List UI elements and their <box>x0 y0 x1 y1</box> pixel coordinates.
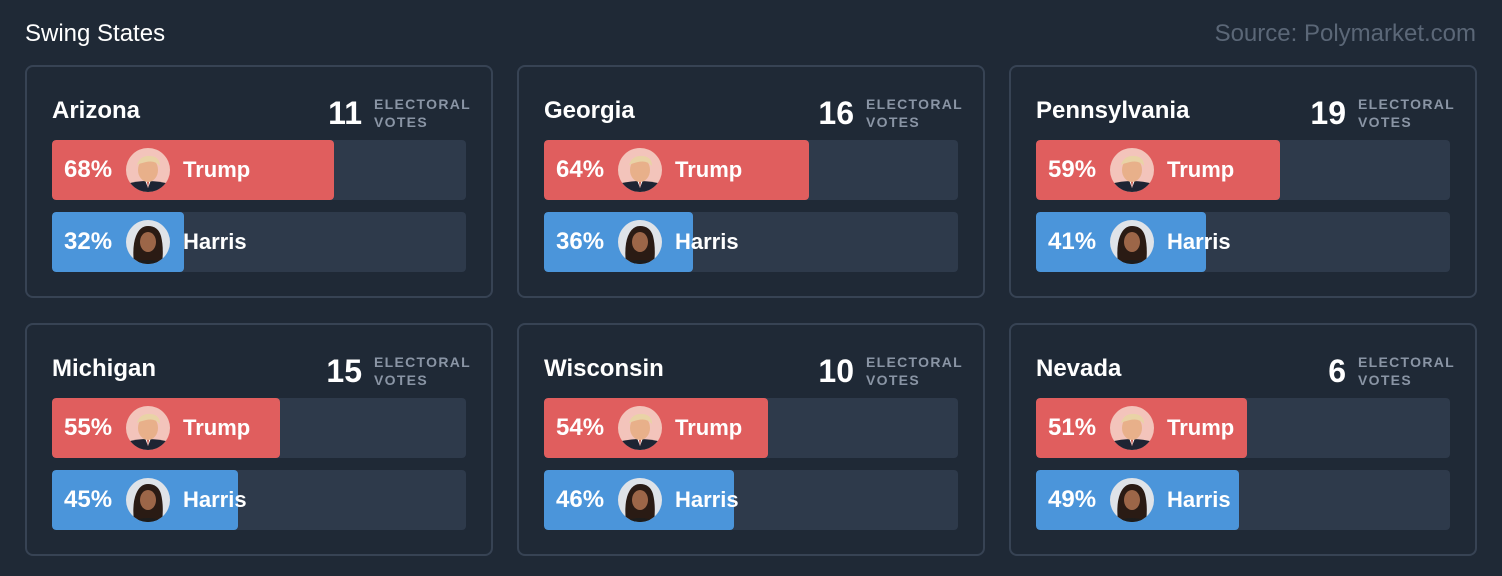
trump-percent: 68% <box>64 156 113 183</box>
card-header: Pennsylvania 19 ELECTORAL VOTES <box>1036 93 1455 133</box>
harris-percent: 32% <box>64 228 113 255</box>
electoral-votes-label: ELECTORAL VOTES <box>374 354 471 388</box>
harris-bar: 46% Harris <box>544 470 958 530</box>
swing-states-grid: Arizona 11 ELECTORAL VOTES 68% Trump 32% <box>25 65 1477 556</box>
card-header: Michigan 15 ELECTORAL VOTES <box>52 351 471 391</box>
trump-avatar <box>618 406 662 450</box>
electoral-votes-label: ELECTORAL VOTES <box>374 96 471 130</box>
harris-bar: 41% Harris <box>1036 212 1450 272</box>
state-card-michigan[interactable]: Michigan 15 ELECTORAL VOTES 55% Trump 45… <box>25 323 493 556</box>
harris-bar: 32% Harris <box>52 212 466 272</box>
trump-bar-fill <box>52 140 334 200</box>
state-name: Pennsylvania <box>1036 97 1190 124</box>
trump-name: Trump <box>675 157 743 182</box>
trump-avatar <box>1110 406 1154 450</box>
harris-percent: 41% <box>1048 228 1097 255</box>
electoral-votes: 11 ELECTORAL VOTES <box>328 93 471 133</box>
trump-bar: 59% Trump <box>1036 140 1450 200</box>
electoral-votes-label: ELECTORAL VOTES <box>866 354 963 388</box>
harris-name: Harris <box>1167 487 1231 512</box>
harris-avatar <box>1110 478 1154 522</box>
electoral-votes: 6 ELECTORAL VOTES <box>1328 351 1455 391</box>
state-name: Michigan <box>52 355 157 382</box>
electoral-votes-label: ELECTORAL VOTES <box>1358 96 1455 130</box>
trump-avatar <box>618 148 662 192</box>
state-card-wisconsin[interactable]: Wisconsin 10 ELECTORAL VOTES 54% Trump 4… <box>517 323 985 556</box>
state-name: Wisconsin <box>544 355 664 382</box>
harris-bar: 45% Harris <box>52 470 466 530</box>
harris-percent: 45% <box>64 486 113 513</box>
trump-percent: 51% <box>1048 414 1097 441</box>
electoral-votes-count: 19 <box>1310 95 1346 131</box>
trump-bar: 51% Trump <box>1036 398 1450 458</box>
trump-avatar <box>126 148 170 192</box>
electoral-votes-label: ELECTORAL VOTES <box>1358 354 1455 388</box>
harris-avatar <box>126 478 170 522</box>
page-title: Swing States <box>25 20 166 47</box>
card-header: Georgia 16 ELECTORAL VOTES <box>544 93 963 133</box>
state-name: Arizona <box>52 97 141 124</box>
state-card-nevada[interactable]: Nevada 6 ELECTORAL VOTES 51% Trump 49% <box>1009 323 1477 556</box>
harris-name: Harris <box>183 487 247 512</box>
card-header: Wisconsin 10 ELECTORAL VOTES <box>544 351 963 391</box>
electoral-votes-count: 15 <box>326 353 362 389</box>
state-name: Nevada <box>1036 355 1122 382</box>
trump-bar: 64% Trump <box>544 140 958 200</box>
trump-percent: 59% <box>1048 156 1097 183</box>
electoral-votes: 15 ELECTORAL VOTES <box>326 351 471 391</box>
trump-bar: 55% Trump <box>52 398 466 458</box>
electoral-votes: 19 ELECTORAL VOTES <box>1310 93 1455 133</box>
header: Swing States Source: Polymarket.com <box>25 18 1476 52</box>
trump-name: Trump <box>1167 157 1235 182</box>
electoral-votes-count: 16 <box>818 95 854 131</box>
harris-name: Harris <box>1167 229 1231 254</box>
harris-name: Harris <box>183 229 247 254</box>
harris-bar: 49% Harris <box>1036 470 1450 530</box>
electoral-votes: 10 ELECTORAL VOTES <box>818 351 963 391</box>
trump-name: Trump <box>675 415 743 440</box>
state-card-pennsylvania[interactable]: Pennsylvania 19 ELECTORAL VOTES 59% Trum… <box>1009 65 1477 298</box>
harris-percent: 36% <box>556 228 605 255</box>
trump-name: Trump <box>1167 415 1235 440</box>
harris-avatar <box>618 220 662 264</box>
trump-percent: 64% <box>556 156 605 183</box>
trump-bar-fill <box>1036 140 1281 200</box>
trump-avatar <box>1110 148 1154 192</box>
harris-bar: 36% Harris <box>544 212 958 272</box>
trump-bar: 54% Trump <box>544 398 958 458</box>
trump-percent: 55% <box>64 414 113 441</box>
electoral-votes-label: ELECTORAL VOTES <box>866 96 963 130</box>
trump-avatar <box>126 406 170 450</box>
electoral-votes: 16 ELECTORAL VOTES <box>818 93 963 133</box>
harris-avatar <box>618 478 662 522</box>
electoral-votes-count: 10 <box>818 353 854 389</box>
trump-bar-fill <box>544 140 809 200</box>
source-label: Source: Polymarket.com <box>1214 20 1476 47</box>
card-header: Arizona 11 ELECTORAL VOTES <box>52 93 471 133</box>
electoral-votes-count: 6 <box>1328 353 1346 389</box>
state-name: Georgia <box>544 97 635 124</box>
harris-percent: 49% <box>1048 486 1097 513</box>
trump-bar: 68% Trump <box>52 140 466 200</box>
trump-name: Trump <box>183 157 251 182</box>
harris-name: Harris <box>675 487 739 512</box>
harris-avatar <box>126 220 170 264</box>
harris-percent: 46% <box>556 486 605 513</box>
harris-name: Harris <box>675 229 739 254</box>
electoral-votes-count: 11 <box>328 95 362 131</box>
harris-avatar <box>1110 220 1154 264</box>
state-card-arizona[interactable]: Arizona 11 ELECTORAL VOTES 68% Trump 32% <box>25 65 493 298</box>
trump-percent: 54% <box>556 414 605 441</box>
trump-name: Trump <box>183 415 251 440</box>
state-card-georgia[interactable]: Georgia 16 ELECTORAL VOTES 64% Trump 36% <box>517 65 985 298</box>
card-header: Nevada 6 ELECTORAL VOTES <box>1036 351 1455 391</box>
